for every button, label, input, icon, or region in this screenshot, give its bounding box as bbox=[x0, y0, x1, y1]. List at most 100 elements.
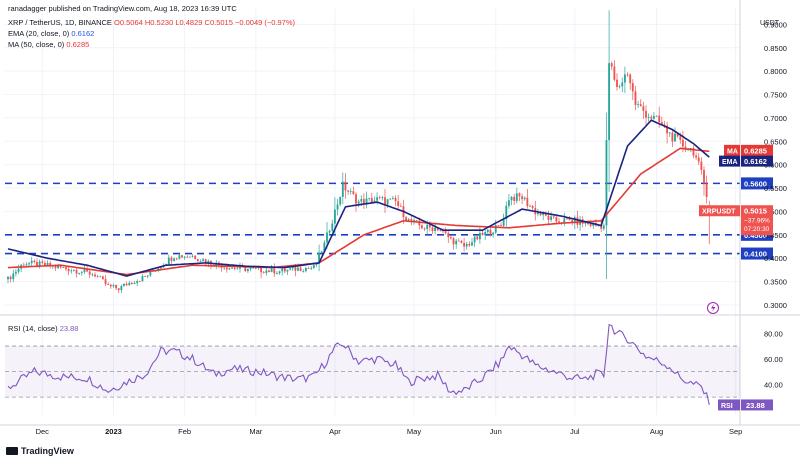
candle-body bbox=[188, 256, 191, 258]
candle-body bbox=[96, 276, 99, 278]
candle-body bbox=[370, 197, 373, 204]
symbol-line: XRP / TetherUS, 1D, BINANCE O0.5064 H0.5… bbox=[8, 18, 295, 27]
candle-body bbox=[431, 227, 434, 232]
candle-body bbox=[94, 274, 96, 277]
price-tick-label: 0.9000 bbox=[764, 20, 787, 29]
candle-body bbox=[236, 268, 239, 270]
candle-body bbox=[7, 276, 9, 280]
candle-body bbox=[246, 268, 249, 272]
candle-body bbox=[700, 161, 703, 171]
candle-body bbox=[463, 243, 466, 247]
rsi-legend[interactable]: RSI (14, close) 23.88 bbox=[8, 324, 78, 333]
price-tick-label: 0.5500 bbox=[764, 184, 787, 193]
rsi-name: RSI bbox=[721, 403, 733, 410]
candle-body bbox=[133, 283, 136, 284]
candle-body bbox=[510, 196, 513, 201]
month-label: Feb bbox=[178, 427, 191, 436]
candle-body bbox=[46, 262, 49, 266]
lightning-icon bbox=[707, 302, 719, 314]
candle-body bbox=[33, 260, 36, 263]
candle-body bbox=[497, 225, 500, 226]
candle-body bbox=[526, 197, 529, 206]
ma-legend-label: MA (50, close, 0) bbox=[8, 40, 65, 49]
candle-body bbox=[642, 106, 645, 111]
candle-body bbox=[275, 273, 278, 274]
candle-body bbox=[457, 240, 460, 242]
candle-body bbox=[468, 243, 471, 246]
candle-body bbox=[568, 218, 571, 221]
candle-body bbox=[112, 285, 115, 287]
candle-body bbox=[645, 110, 647, 118]
candle-body bbox=[202, 259, 205, 261]
candle-body bbox=[660, 122, 663, 125]
ema-legend[interactable]: EMA (20, close, 0) 0.6162 bbox=[8, 29, 94, 38]
candle-body bbox=[25, 264, 28, 266]
candle-body bbox=[333, 209, 336, 224]
candle-body bbox=[175, 258, 178, 260]
candle-body bbox=[465, 243, 468, 247]
candle-body bbox=[376, 197, 379, 201]
badge-change: −37.96% bbox=[744, 218, 770, 225]
candle-body bbox=[634, 91, 637, 106]
candle-body bbox=[494, 225, 497, 233]
currency-label: USDT bbox=[760, 20, 780, 27]
candle-body bbox=[639, 104, 642, 107]
price-tick-label: 0.8000 bbox=[764, 67, 787, 76]
candle-body bbox=[78, 273, 81, 274]
candle-body bbox=[671, 132, 674, 142]
candle-body bbox=[291, 266, 294, 269]
candles bbox=[7, 10, 711, 294]
candle-body bbox=[521, 196, 524, 200]
month-label: Sep bbox=[729, 427, 742, 436]
candle-body bbox=[125, 283, 128, 286]
candle-body bbox=[478, 233, 481, 240]
moving-average-lines bbox=[7, 119, 710, 277]
candle-body bbox=[602, 225, 605, 229]
candle-body bbox=[687, 149, 690, 151]
candle-body bbox=[99, 276, 102, 278]
month-label: Mar bbox=[249, 427, 262, 436]
candle-body bbox=[502, 219, 505, 226]
candle-body bbox=[536, 212, 539, 215]
candle-body bbox=[655, 115, 658, 117]
badge-name-box bbox=[719, 155, 740, 167]
month-label: May bbox=[407, 427, 421, 436]
candle-body bbox=[228, 268, 231, 270]
level-badge bbox=[741, 247, 773, 260]
candle-body bbox=[518, 193, 521, 197]
candle-body bbox=[705, 183, 708, 197]
candle-body bbox=[144, 276, 147, 277]
candle-body bbox=[88, 271, 91, 275]
candle-body bbox=[452, 238, 455, 245]
candle-body bbox=[391, 198, 394, 199]
candle-body bbox=[608, 63, 611, 141]
candle-body bbox=[207, 260, 210, 264]
candle-body bbox=[91, 274, 94, 276]
candle-body bbox=[476, 236, 479, 240]
candle-body bbox=[22, 264, 25, 266]
candle-body bbox=[600, 225, 603, 229]
price-tick-label: 0.3500 bbox=[764, 278, 787, 287]
candle-body bbox=[307, 268, 310, 269]
candle-body bbox=[484, 232, 487, 236]
candle-body bbox=[613, 66, 616, 80]
rsi-legend-label: RSI (14, close) bbox=[8, 324, 58, 333]
candle-body bbox=[294, 266, 297, 271]
candle-body bbox=[104, 279, 107, 285]
rsi-value-box bbox=[741, 399, 773, 411]
rsi-line bbox=[7, 323, 710, 406]
support-resistance-levels: 0.5600 0.4500 0.4100 bbox=[5, 177, 773, 260]
candle-body bbox=[481, 233, 484, 236]
rsi-legend-value: 23.88 bbox=[59, 324, 79, 333]
candle-body bbox=[265, 270, 268, 273]
candle-body bbox=[149, 270, 152, 276]
rsi-tick-label: 80.00 bbox=[764, 329, 783, 338]
candle-body bbox=[312, 264, 315, 268]
ma-legend[interactable]: MA (50, close, 0) 0.6285 bbox=[8, 40, 89, 49]
candle-body bbox=[260, 267, 263, 273]
candle-body bbox=[631, 83, 634, 92]
candle-body bbox=[573, 217, 576, 223]
candle-body bbox=[529, 205, 531, 207]
candle-body bbox=[658, 115, 661, 123]
candle-body bbox=[399, 205, 402, 207]
